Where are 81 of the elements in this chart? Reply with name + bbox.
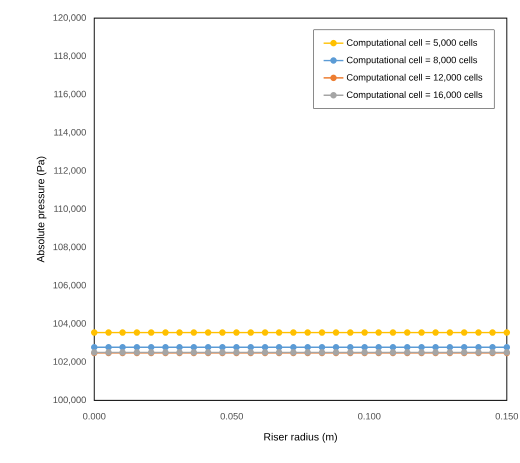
point: [318, 329, 326, 336]
point: [489, 329, 496, 336]
point: [176, 344, 183, 350]
point: [134, 344, 140, 350]
point: [404, 329, 410, 336]
point: [446, 329, 454, 336]
point: [162, 344, 169, 350]
point: [375, 344, 382, 350]
point: [361, 344, 368, 350]
x-axis-title: Riser radius (m): [264, 432, 337, 443]
point: [190, 344, 198, 350]
point: [475, 329, 482, 336]
point: [162, 329, 169, 336]
x-tick-label: 0.000: [83, 412, 106, 420]
point: [347, 344, 354, 350]
point: [233, 344, 240, 350]
point: [176, 329, 183, 336]
point: [119, 329, 126, 336]
point: [390, 329, 396, 336]
point: [248, 344, 254, 350]
point: [375, 329, 382, 336]
point: [262, 344, 268, 350]
point: [432, 344, 439, 350]
y-tick-label: 112,000: [54, 167, 86, 175]
legend-label: Computational cell = 12,000 cells: [346, 74, 482, 82]
x-tick-label: 0.050: [220, 412, 243, 420]
x-tick-label: 0.150: [496, 412, 518, 420]
point: [290, 329, 297, 336]
point: [504, 329, 510, 336]
point: [304, 344, 311, 350]
y-tick-label: 106,000: [54, 282, 86, 290]
point: [390, 344, 396, 350]
point: [418, 344, 425, 350]
point: [148, 344, 154, 350]
point: [446, 344, 454, 350]
point: [91, 329, 98, 336]
point: [332, 344, 340, 350]
y-tick-label: 102,000: [54, 358, 86, 366]
y-tick-label: 118,000: [54, 52, 86, 60]
point: [504, 344, 510, 350]
point: [418, 329, 425, 336]
point: [276, 344, 282, 350]
point: [119, 344, 126, 350]
y-tick-label: 114,000: [54, 128, 86, 137]
point: [460, 329, 468, 336]
point: [489, 344, 496, 350]
point: [332, 329, 340, 336]
point: [347, 329, 354, 336]
point: [204, 344, 212, 350]
point: [105, 344, 112, 350]
point: [475, 344, 482, 350]
point: [318, 344, 326, 350]
y-tick-label: 100,000: [54, 396, 86, 404]
legend-label: Computational cell = 8,000 cells: [346, 56, 478, 66]
y-tick-label: 110,000: [54, 205, 86, 214]
point: [219, 329, 226, 336]
point: [148, 329, 154, 336]
point: [432, 329, 439, 336]
y-axis-title: Absolute pressure (Pa): [36, 156, 46, 263]
x-tick-label: 0.100: [358, 412, 381, 420]
point: [219, 344, 226, 350]
y-tick-label: 120,000: [54, 14, 86, 22]
y-tick-label: 104,000: [54, 320, 86, 328]
point: [190, 329, 198, 336]
point: [204, 329, 212, 336]
point: [91, 344, 98, 350]
legend-label: Computational cell = 16,000 cells: [346, 91, 482, 100]
point: [233, 329, 240, 336]
point: [460, 344, 468, 350]
point: [105, 329, 112, 336]
point: [304, 329, 311, 336]
legend-label: Computational cell = 5,000 cells: [346, 39, 478, 48]
point: [134, 329, 140, 336]
point: [262, 329, 268, 336]
y-tick-label: 108,000: [54, 244, 86, 252]
y-tick-label: 116,000: [54, 90, 86, 98]
point: [248, 329, 254, 336]
point: [404, 344, 410, 350]
point: [290, 344, 297, 350]
point: [361, 329, 368, 336]
point: [276, 329, 282, 336]
